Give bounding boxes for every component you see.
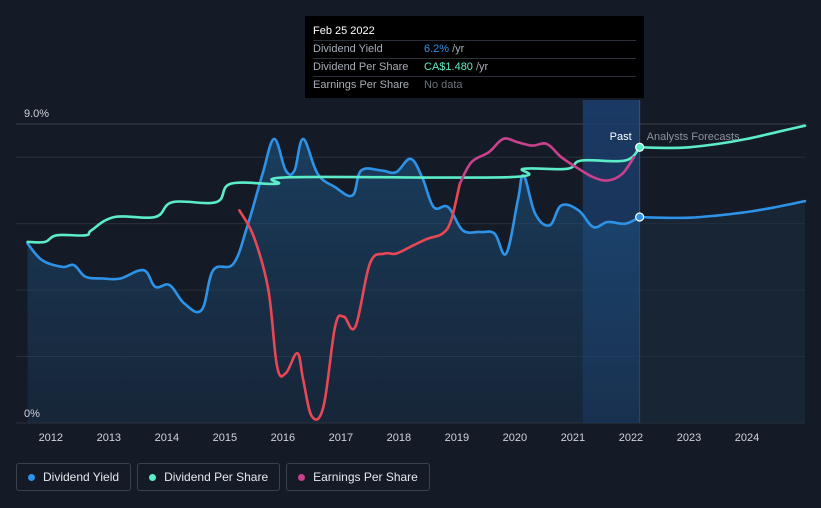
- y-tick-label: 9.0%: [24, 108, 49, 120]
- tooltip-value: 6.2%: [424, 43, 450, 55]
- legend-label: Dividend Per Share: [164, 470, 269, 484]
- x-tick-label: 2013: [97, 432, 121, 444]
- x-tick-label: 2024: [735, 432, 759, 444]
- legend-item-dividend-yield[interactable]: Dividend Yield: [16, 463, 132, 491]
- series-line-dividend-yield: [26, 137, 641, 314]
- series-lines: [26, 124, 807, 421]
- tooltip-unit: /yr: [452, 43, 465, 55]
- forecast-label: Analysts Forecasts: [647, 131, 740, 143]
- tooltip-value: CA$1.480: [424, 61, 473, 73]
- tooltip-label: Earnings Per Share: [313, 79, 409, 91]
- x-tick-label: 2016: [271, 432, 295, 444]
- x-tick-label: 2015: [213, 432, 237, 444]
- markers: [635, 142, 645, 222]
- y-tick-label: 0%: [24, 408, 40, 420]
- legend-dot-icon: [149, 473, 157, 481]
- x-tick-label: 2023: [677, 432, 701, 444]
- area-dividend-yield: [27, 138, 640, 423]
- area-dividend-yield-forecast: [639, 201, 805, 423]
- x-tick-label: 2021: [561, 432, 585, 444]
- tooltip-label: Dividend Yield: [313, 43, 383, 55]
- tooltip-row-earnings-per-share: Earnings Per Share No data: [313, 76, 636, 94]
- legend-label: Earnings Per Share: [313, 470, 418, 484]
- tooltip-label: Dividend Per Share: [313, 61, 409, 73]
- x-tick-label: 2019: [445, 432, 469, 444]
- series-line-earnings-per-share-trend: [458, 137, 636, 186]
- data-point-marker: [635, 142, 645, 152]
- series-line-dividend-per-share: [26, 146, 641, 244]
- x-tick-label: 2017: [329, 432, 353, 444]
- past-label: Past: [610, 131, 632, 143]
- tooltip-row-dividend-per-share: Dividend Per Share CA$1.480 /yr: [313, 58, 636, 76]
- legend: Dividend Yield Dividend Per Share Earnin…: [16, 463, 430, 491]
- tooltip: Feb 25 2022 Dividend Yield 6.2% /yr Divi…: [305, 16, 644, 98]
- data-point-marker: [635, 212, 645, 222]
- tooltip-row-dividend-yield: Dividend Yield 6.2% /yr: [313, 40, 636, 58]
- x-tick-label: 2012: [39, 432, 63, 444]
- axis-labels: 9.0% 0% 2012 2013 2014 2015 2016 2017 2018 2019 20…: [24, 108, 759, 444]
- legend-item-dividend-per-share[interactable]: Dividend Per Share: [137, 463, 281, 491]
- area-fill: [27, 138, 805, 423]
- legend-dot-icon: [298, 473, 306, 481]
- tooltip-value: No data: [424, 79, 463, 91]
- tooltip-unit: /yr: [475, 61, 489, 73]
- x-tick-label: 2018: [387, 432, 411, 444]
- legend-item-earnings-per-share[interactable]: Earnings Per Share: [286, 463, 430, 491]
- legend-dot-icon: [28, 473, 35, 481]
- x-tick-label: 2014: [155, 432, 179, 444]
- series-line-dividend-yield-forecast: [638, 199, 807, 220]
- tooltip-date: Feb 25 2022: [313, 25, 375, 37]
- series-line-earnings-per-share: [238, 182, 462, 421]
- legend-label: Dividend Yield: [43, 470, 120, 484]
- x-tick-label: 2022: [619, 432, 643, 444]
- series-line-dividend-per-share-forecast: [638, 124, 807, 150]
- x-tick-label: 2020: [503, 432, 527, 444]
